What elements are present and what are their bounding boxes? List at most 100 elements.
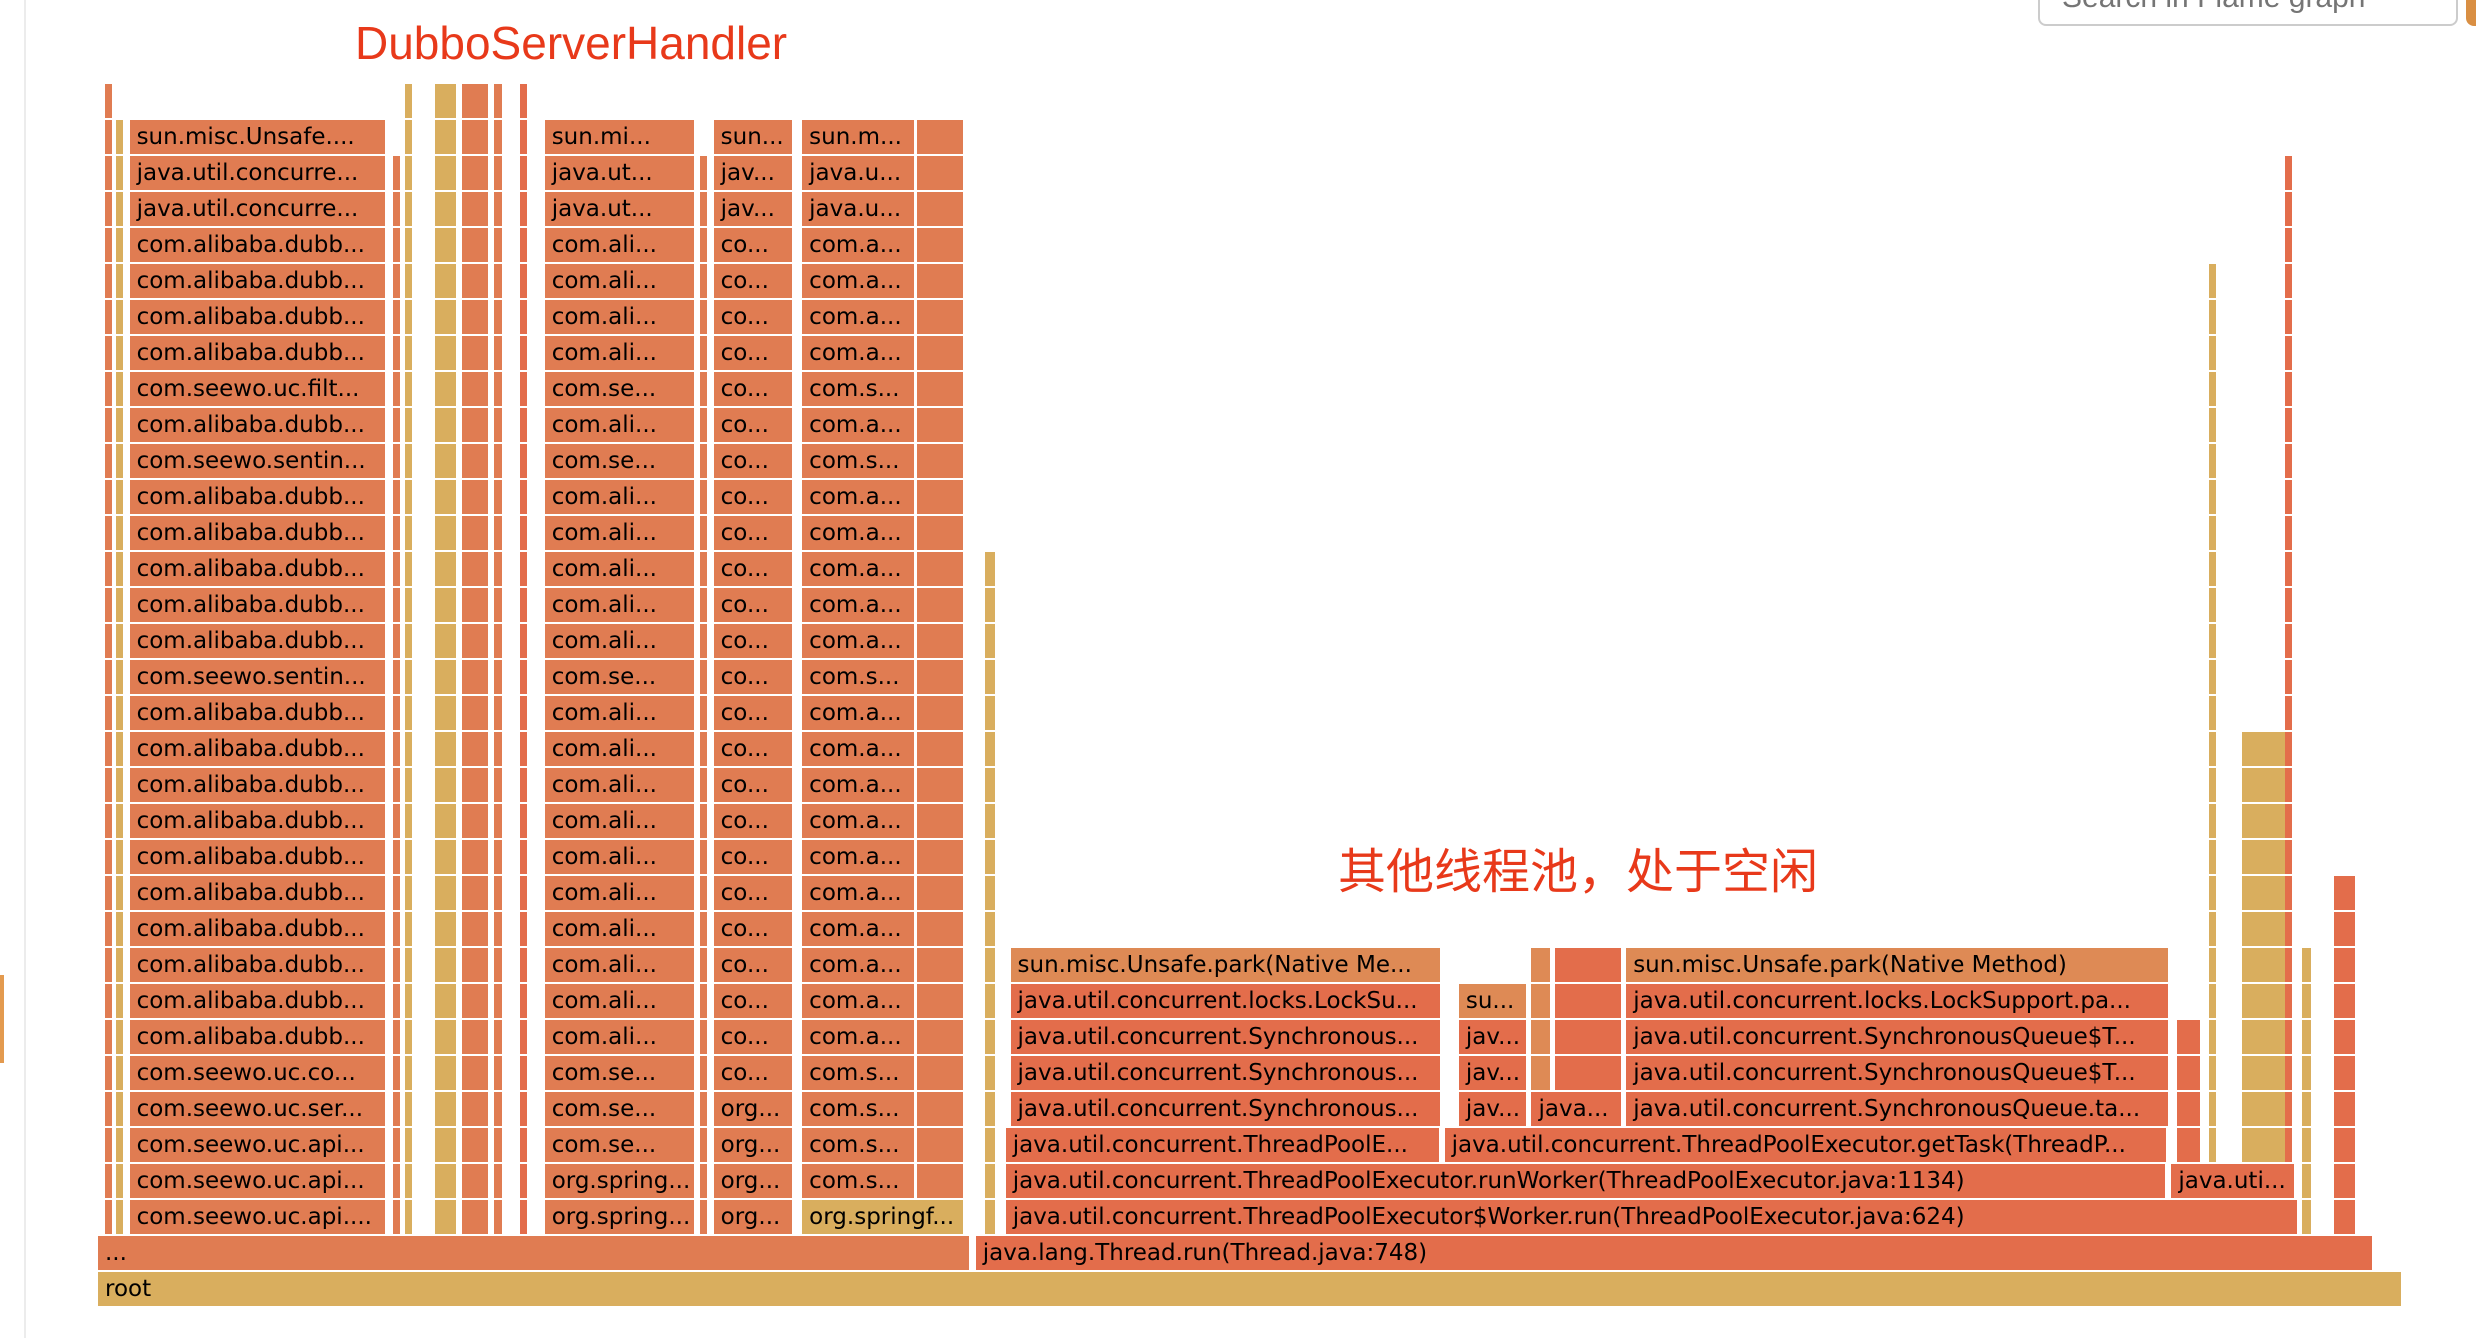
flame-frame[interactable]: com.ali... (544, 624, 695, 658)
flame-frame[interactable]: com.se... (544, 444, 695, 478)
flame-frame[interactable]: com.alibaba.dubb... (129, 768, 385, 802)
flame-frame-sliver[interactable] (699, 660, 707, 694)
flame-frame[interactable]: com.alibaba.dubb... (129, 876, 385, 910)
flame-frame-sliver[interactable] (699, 1056, 707, 1090)
flame-frame-sliver[interactable] (462, 84, 488, 118)
flame-frame[interactable]: com.alibaba.dubb... (129, 336, 385, 370)
flame-frame-sliver[interactable] (917, 228, 963, 262)
flame-frame-sliver[interactable] (985, 552, 995, 586)
flame-frame-sliver[interactable] (2333, 1164, 2355, 1198)
flame-frame-sliver[interactable] (393, 948, 401, 982)
flame-frame-sliver[interactable] (1554, 1020, 1621, 1054)
flame-frame-sliver[interactable] (519, 660, 528, 694)
flame-frame-sliver[interactable] (917, 984, 963, 1018)
flame-frame[interactable]: com.a... (802, 912, 914, 946)
flame-frame-sliver[interactable] (2241, 768, 2286, 802)
flame-frame-sliver[interactable] (434, 948, 456, 982)
flame-frame-sliver[interactable] (519, 588, 528, 622)
flame-frame-sliver[interactable] (2301, 1200, 2312, 1234)
flame-frame-sliver[interactable] (393, 768, 401, 802)
flame-frame[interactable]: java.util.concurre... (129, 156, 385, 190)
flame-frame-sliver[interactable] (393, 1056, 401, 1090)
flame-frame[interactable]: com.a... (802, 480, 914, 514)
flame-frame-sliver[interactable] (404, 732, 412, 766)
flame-frame-sliver[interactable] (2285, 804, 2293, 838)
flame-frame-sliver[interactable] (434, 516, 456, 550)
flame-frame-sliver[interactable] (2177, 1092, 2201, 1126)
flame-frame-sliver[interactable] (494, 984, 502, 1018)
flame-frame-sliver[interactable] (404, 912, 412, 946)
flame-frame-sliver[interactable] (116, 768, 124, 802)
flame-frame-sliver[interactable] (2285, 156, 2293, 190)
flame-frame-sliver[interactable] (2209, 480, 2217, 514)
flame-frame-sliver[interactable] (917, 336, 963, 370)
flame-frame-sliver[interactable] (494, 264, 502, 298)
flame-frame-sliver[interactable] (519, 1020, 528, 1054)
flame-frame-sliver[interactable] (519, 768, 528, 802)
flame-frame[interactable]: com.alibaba.dubb... (129, 804, 385, 838)
flame-frame-sliver[interactable] (917, 264, 963, 298)
flame-frame-sliver[interactable] (2285, 1020, 2293, 1054)
flame-frame-sliver[interactable] (116, 372, 124, 406)
flame-frame[interactable]: com.ali... (544, 912, 695, 946)
flame-frame-sliver[interactable] (2285, 516, 2293, 550)
flame-frame-sliver[interactable] (116, 408, 124, 442)
flame-frame[interactable]: com.ali... (544, 804, 695, 838)
flame-frame-sliver[interactable] (434, 228, 456, 262)
flame-frame-sliver[interactable] (2333, 1200, 2355, 1234)
flame-frame-sliver[interactable] (2285, 840, 2293, 874)
flame-frame-sliver[interactable] (2209, 264, 2217, 298)
flame-frame-sliver[interactable] (2285, 1128, 2293, 1162)
flame-frame-sliver[interactable] (699, 624, 707, 658)
flame-frame[interactable]: com.a... (802, 948, 914, 982)
flame-frame-sliver[interactable] (2209, 372, 2217, 406)
flame-frame-sliver[interactable] (2241, 984, 2286, 1018)
flame-frame[interactable]: com.a... (802, 408, 914, 442)
flame-frame-sliver[interactable] (434, 444, 456, 478)
flame-frame-sliver[interactable] (404, 120, 412, 154)
flame-frame-sliver[interactable] (116, 480, 124, 514)
flame-frame-sliver[interactable] (462, 372, 488, 406)
flame-frame-sliver[interactable] (1554, 984, 1621, 1018)
flame-frame-sliver[interactable] (104, 84, 112, 118)
flame-frame-sliver[interactable] (985, 768, 995, 802)
flame-frame-sliver[interactable] (2285, 336, 2293, 370)
flame-frame-sliver[interactable] (917, 1020, 963, 1054)
flame-frame-sliver[interactable] (393, 228, 401, 262)
flame-frame-sliver[interactable] (917, 948, 963, 982)
flame-frame[interactable]: co... (713, 984, 793, 1018)
flame-frame-sliver[interactable] (917, 516, 963, 550)
flame-frame-sliver[interactable] (985, 804, 995, 838)
flame-frame-sliver[interactable] (104, 372, 112, 406)
flame-frame[interactable]: com.s... (802, 1056, 914, 1090)
flame-frame[interactable]: com.s... (802, 1092, 914, 1126)
flame-frame-sliver[interactable] (393, 588, 401, 622)
flame-frame-sliver[interactable] (917, 444, 963, 478)
flame-frame-sliver[interactable] (434, 264, 456, 298)
flame-frame-sliver[interactable] (434, 768, 456, 802)
flame-frame-sliver[interactable] (116, 1200, 124, 1234)
search-input[interactable] (2038, 0, 2458, 26)
flame-frame-sliver[interactable] (104, 300, 112, 334)
flame-frame[interactable]: java.util.concurrent.ThreadPoolExecutor.… (1444, 1128, 2167, 1162)
flame-frame-sliver[interactable] (2285, 912, 2293, 946)
flame-frame-sliver[interactable] (2301, 1056, 2312, 1090)
flame-frame-sliver[interactable] (494, 840, 502, 874)
flame-frame-sliver[interactable] (917, 156, 963, 190)
flame-frame-sliver[interactable] (2301, 984, 2312, 1018)
flame-frame[interactable]: com.a... (802, 552, 914, 586)
flame-frame[interactable]: com.a... (802, 264, 914, 298)
flame-frame-sliver[interactable] (699, 1164, 707, 1198)
flame-frame-sliver[interactable] (404, 1164, 412, 1198)
flame-frame[interactable]: com.ali... (544, 732, 695, 766)
flame-frame-sliver[interactable] (104, 228, 112, 262)
flame-frame[interactable]: co... (713, 660, 793, 694)
flame-frame-sliver[interactable] (404, 660, 412, 694)
flame-frame-sliver[interactable] (917, 840, 963, 874)
flame-frame-sliver[interactable] (494, 480, 502, 514)
flame-frame[interactable]: com.ali... (544, 408, 695, 442)
flame-frame-sliver[interactable] (462, 1092, 488, 1126)
flame-frame-sliver[interactable] (519, 516, 528, 550)
flame-frame-sliver[interactable] (494, 1128, 502, 1162)
flame-frame-sliver[interactable] (2301, 948, 2312, 982)
